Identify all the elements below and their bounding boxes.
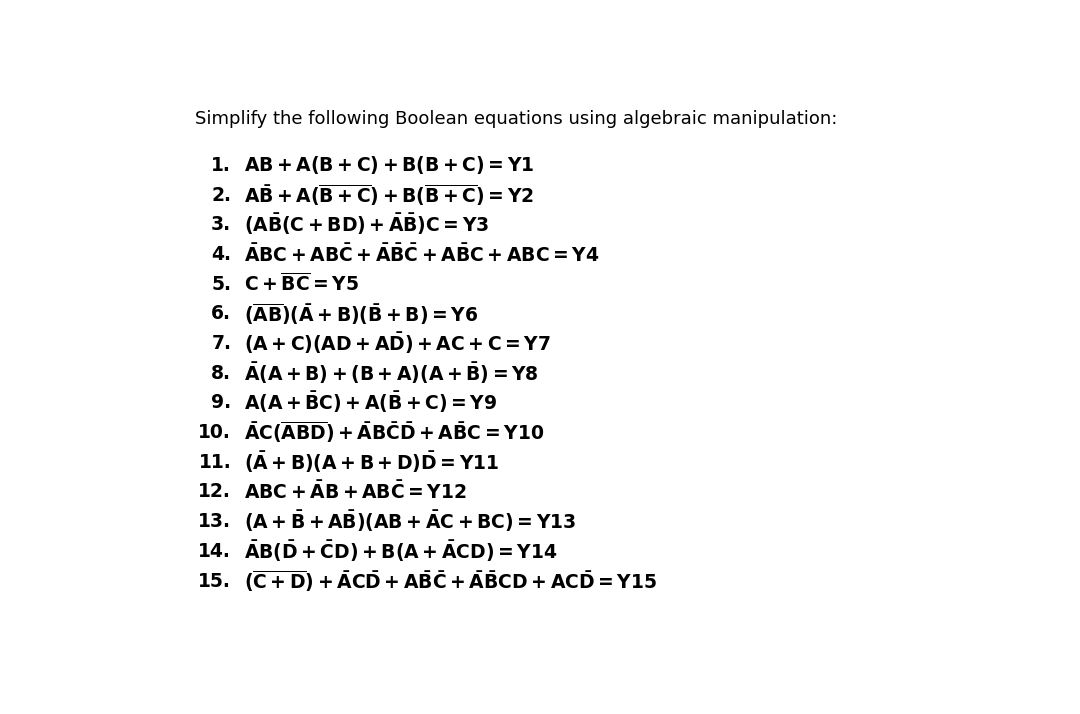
Text: 10.: 10.	[199, 423, 231, 442]
Text: 13.: 13.	[199, 512, 231, 531]
Text: $\mathsf{\mathbf{(\overline{C+D})+\bar{A}C\bar{D}+A\bar{B}\bar{C}+\bar{A}\bar{B}: $\mathsf{\mathbf{(\overline{C+D})+\bar{A…	[244, 568, 657, 594]
Text: 7.: 7.	[212, 334, 231, 353]
Text: $\mathsf{\mathbf{A\bar{B}+A(\overline{B+C})+B(\overline{B+C})=Y2}}$: $\mathsf{\mathbf{A\bar{B}+A(\overline{B+…	[244, 182, 534, 208]
Text: $\mathsf{\mathbf{\bar{A}(A+B)+(B+A)(A+\bar{B})=Y8}}$: $\mathsf{\mathbf{\bar{A}(A+B)+(B+A)(A+\b…	[244, 361, 539, 386]
Text: 1.: 1.	[212, 156, 231, 175]
Text: $\mathsf{\mathbf{A(A+\bar{B}C)+A(\bar{B}+C)=Y9}}$: $\mathsf{\mathbf{A(A+\bar{B}C)+A(\bar{B}…	[244, 391, 497, 416]
Text: 11.: 11.	[199, 453, 231, 472]
Text: 4.: 4.	[212, 245, 231, 264]
Text: 6.: 6.	[212, 304, 231, 323]
Text: $\mathsf{\mathbf{\bar{A}C(\overline{ABD})+\bar{A}B\bar{C}\bar{D}+A\bar{B}C=Y10}}: $\mathsf{\mathbf{\bar{A}C(\overline{ABD}…	[244, 420, 544, 446]
Text: Simplify the following Boolean equations using algebraic manipulation:: Simplify the following Boolean equations…	[195, 111, 838, 129]
Text: $\mathsf{\mathbf{ABC+\bar{A}B+AB\bar{C}=Y12}}$: $\mathsf{\mathbf{ABC+\bar{A}B+AB\bar{C}=…	[244, 481, 467, 503]
Text: 5.: 5.	[212, 275, 231, 293]
Text: 3.: 3.	[211, 216, 231, 234]
Text: 9.: 9.	[211, 393, 231, 413]
Text: 12.: 12.	[199, 483, 231, 501]
Text: $\mathsf{\mathbf{(A+\bar{B}+A\bar{B})(AB+\bar{A}C+BC)=Y13}}$: $\mathsf{\mathbf{(A+\bar{B}+A\bar{B})(AB…	[244, 509, 576, 534]
Text: $\mathsf{\mathbf{\bar{A}B(\bar{D}+\bar{C}D)+B(A+\bar{A}CD)=Y14}}$: $\mathsf{\mathbf{\bar{A}B(\bar{D}+\bar{C…	[244, 539, 557, 564]
Text: $\mathsf{\mathbf{(\bar{A}+B)(A+B+D)\bar{D}=Y11}}$: $\mathsf{\mathbf{(\bar{A}+B)(A+B+D)\bar{…	[244, 450, 499, 475]
Text: $\mathsf{\mathbf{(\overline{AB})(\bar{A}+B)(\bar{B}+B)=Y6}}$: $\mathsf{\mathbf{(\overline{AB})(\bar{A}…	[244, 301, 478, 327]
Text: $\mathsf{\mathbf{\bar{A}BC+AB\bar{C}+\bar{A}\bar{B}\bar{C}+A\bar{B}C+ABC=Y4}}$: $\mathsf{\mathbf{\bar{A}BC+AB\bar{C}+\ba…	[244, 243, 599, 266]
Text: 15.: 15.	[199, 571, 231, 590]
Text: 8.: 8.	[212, 363, 231, 383]
Text: $\mathsf{\mathbf{(A\bar{B}(C+BD)+\bar{A}\bar{B})C=Y3}}$: $\mathsf{\mathbf{(A\bar{B}(C+BD)+\bar{A}…	[244, 212, 489, 237]
Text: $\mathsf{\mathbf{(A+C)(AD+A\bar{D})+AC+C=Y7}}$: $\mathsf{\mathbf{(A+C)(AD+A\bar{D})+AC+C…	[244, 331, 551, 356]
Text: 2.: 2.	[212, 186, 231, 205]
Text: $\mathsf{\mathbf{C+\overline{BC}=Y5}}$: $\mathsf{\mathbf{C+\overline{BC}=Y5}}$	[244, 273, 359, 296]
Text: 14.: 14.	[199, 542, 231, 560]
Text: $\mathsf{\mathbf{AB+A(B+C)+B(B+C)=Y1}}$: $\mathsf{\mathbf{AB+A(B+C)+B(B+C)=Y1}}$	[244, 154, 535, 176]
